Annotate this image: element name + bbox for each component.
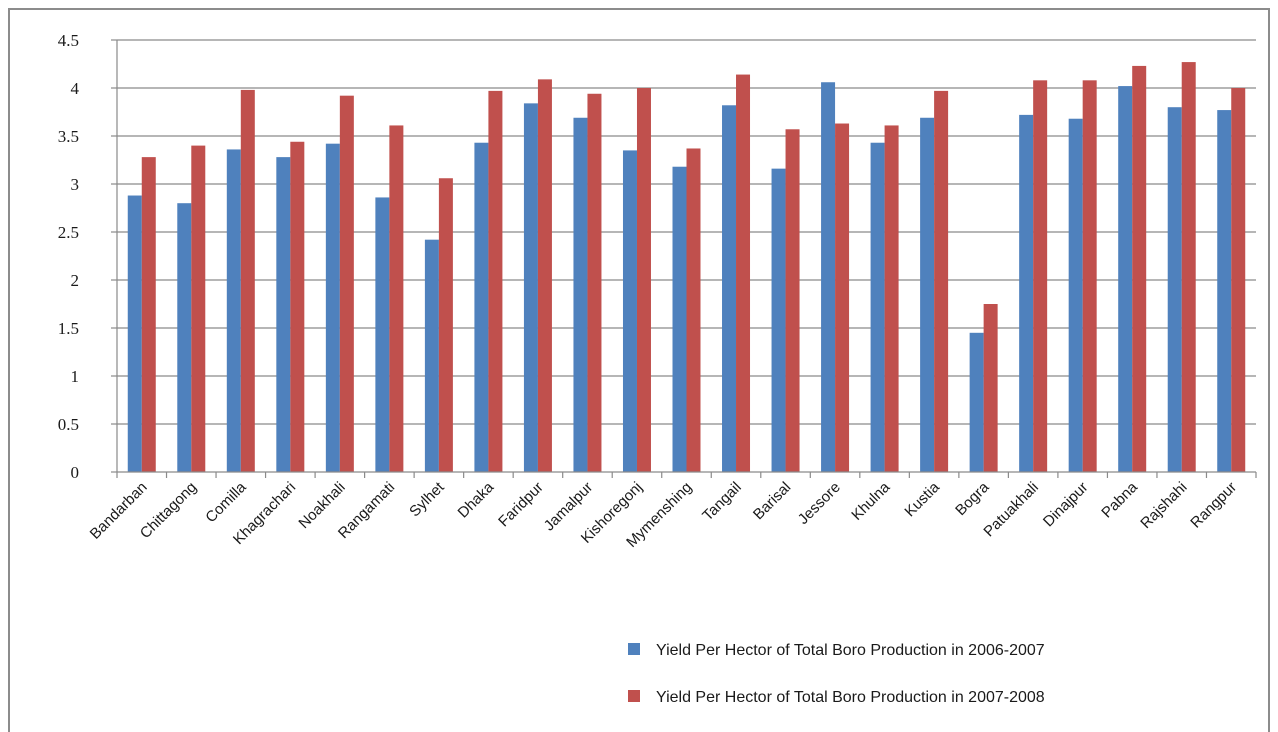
y-tick-label: 1.5	[58, 319, 79, 338]
bar-2007-2008-comilla	[240, 89, 255, 473]
bar-2006-2007-noakhali	[325, 143, 340, 472]
bar-2007-2008-dinajpur	[1082, 80, 1097, 472]
y-tick-label: 4	[71, 79, 80, 98]
bar-2006-2007-patuakhali	[1019, 114, 1034, 472]
bar-2007-2008-patuakhali	[1033, 80, 1048, 472]
bar-2006-2007-bogra	[969, 332, 984, 472]
bar-2006-2007-jessore	[821, 82, 836, 473]
y-tick-label: 1	[71, 367, 80, 386]
y-tick-label: 2.5	[58, 223, 79, 242]
bar-2007-2008-tangail	[736, 74, 751, 472]
bar-2007-2008-pabna	[1132, 65, 1147, 473]
bar-2007-2008-kishoregonj	[636, 88, 651, 472]
bars	[127, 62, 1246, 473]
bar-2007-2008-barisal	[785, 129, 800, 472]
bar-2007-2008-jamalpur	[587, 93, 602, 472]
bar-2006-2007-khagrachari	[276, 157, 291, 472]
bar-2006-2007-jamalpur	[573, 117, 588, 472]
bar-2007-2008-dhaka	[488, 90, 503, 472]
bar-2007-2008-noakhali	[339, 95, 354, 473]
y-tick-label: 4.5	[58, 31, 79, 50]
bar-2007-2008-chittagong	[191, 145, 206, 472]
bar-2006-2007-barisal	[771, 168, 786, 472]
y-tick-label: 3.5	[58, 127, 79, 146]
x-tick-label: Dhaka	[455, 478, 498, 521]
bar-2006-2007-sylhet	[424, 239, 439, 472]
x-tick-label: Sylhet	[406, 478, 448, 520]
bar-2007-2008-kustia	[934, 90, 949, 472]
bar-2006-2007-mymenshing	[672, 166, 687, 472]
legend-swatch	[628, 690, 640, 702]
x-tick-label: Comilla	[202, 478, 250, 526]
x-tick-label: Tangail	[699, 479, 745, 525]
x-tick-label: Barisal	[750, 479, 794, 523]
y-tick-label: 0	[71, 463, 80, 482]
bar-2006-2007-dinajpur	[1068, 118, 1083, 472]
bar-2006-2007-rangpur	[1217, 110, 1232, 472]
bar-2007-2008-faridpur	[537, 79, 552, 473]
bar-2006-2007-dhaka	[474, 142, 489, 472]
legend: Yield Per Hector of Total Boro Productio…	[628, 642, 1045, 706]
bar-2007-2008-rajshahi	[1181, 62, 1196, 472]
bar-2007-2008-bogra	[983, 304, 998, 472]
bar-2006-2007-tangail	[722, 105, 737, 472]
x-tick-label: Dinajpur	[1040, 479, 1092, 531]
bar-2007-2008-sylhet	[438, 178, 453, 473]
x-tick-label: Khulna	[848, 478, 894, 524]
bar-2007-2008-khulna	[884, 125, 899, 472]
x-tick-label: Kustia	[901, 478, 943, 520]
y-tick-label: 3	[71, 175, 80, 194]
bar-2007-2008-rangamati	[389, 125, 404, 472]
legend-label: Yield Per Hector of Total Boro Productio…	[656, 689, 1045, 706]
bar-2006-2007-rajshahi	[1167, 107, 1182, 472]
x-tick-label: Rangpur	[1187, 479, 1240, 532]
x-tick-label: Jessore	[795, 479, 844, 528]
bar-2007-2008-khagrachari	[290, 141, 305, 472]
bar-2006-2007-faridpur	[523, 103, 538, 473]
bar-2006-2007-pabna	[1118, 86, 1133, 472]
bar-2006-2007-chittagong	[177, 203, 192, 472]
bar-2006-2007-rangamati	[375, 197, 390, 472]
bar-2006-2007-comilla	[226, 149, 241, 472]
y-tick-label: 2	[71, 271, 80, 290]
x-tick-label: Pabna	[1098, 478, 1141, 521]
y-tick-label: 0.5	[58, 415, 79, 434]
x-tick-label: Rajshahi	[1137, 479, 1190, 532]
x-tick-label: Faridpur	[495, 479, 547, 531]
bar-2007-2008-jessore	[835, 123, 850, 473]
bar-2007-2008-bandarban	[141, 157, 156, 472]
y-axis: 0 0.5 1 1.5 2 2.5 3 3.5 4 4.5	[58, 31, 118, 482]
bar-2006-2007-khulna	[870, 142, 885, 472]
bar-2006-2007-kishoregonj	[622, 150, 637, 472]
bar-2007-2008-rangpur	[1231, 88, 1246, 472]
x-tick-label: Bogra	[952, 478, 993, 519]
legend-label: Yield Per Hector of Total Boro Productio…	[656, 642, 1045, 659]
legend-swatch	[628, 643, 640, 655]
bar-2007-2008-mymenshing	[686, 148, 701, 473]
bar-2006-2007-kustia	[920, 117, 935, 472]
bar-2006-2007-bandarban	[127, 195, 142, 472]
